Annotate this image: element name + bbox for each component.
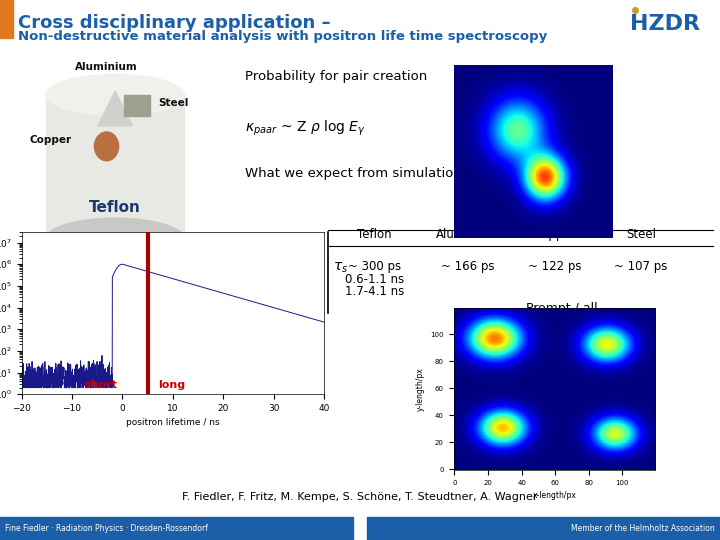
Polygon shape	[98, 91, 132, 126]
Text: Non-destructive material analysis with positron life time spectroscopy: Non-destructive material analysis with p…	[18, 30, 547, 43]
Text: ~ 300 ps: ~ 300 ps	[348, 260, 401, 273]
Ellipse shape	[46, 75, 184, 116]
Text: HZDR: HZDR	[630, 14, 700, 33]
Text: Member of the Helmholtz Association: Member of the Helmholtz Association	[571, 524, 715, 533]
Text: Probability for pair creation: Probability for pair creation	[245, 70, 427, 83]
Bar	[367, 517, 720, 540]
X-axis label: x-length/px: x-length/px	[533, 491, 576, 500]
Text: ~ 122 ps: ~ 122 ps	[528, 260, 581, 273]
Text: Cross disciplinary application –: Cross disciplinary application –	[18, 14, 330, 31]
Text: F. Fiedler, F. Fritz, M. Kempe, S. Schöne, T. Steudtner, A. Wagner: F. Fiedler, F. Fritz, M. Kempe, S. Schön…	[182, 492, 538, 503]
Text: ~ 166 ps: ~ 166 ps	[441, 260, 495, 273]
Text: 1.7-4.1 ns: 1.7-4.1 ns	[345, 285, 404, 298]
Text: ~ 107 ps: ~ 107 ps	[614, 260, 667, 273]
Text: Steel: Steel	[626, 228, 656, 241]
Bar	[0, 0, 13, 38]
Y-axis label: y-length/px: y-length/px	[416, 367, 425, 411]
Text: Fine Fiedler · Radiation Physics · Dresden-Rossendorf: Fine Fiedler · Radiation Physics · Dresd…	[5, 524, 208, 533]
Text: What we expect from simulation: What we expect from simulation	[245, 167, 462, 180]
Ellipse shape	[46, 218, 184, 259]
Text: Aluminium: Aluminium	[75, 62, 138, 72]
Text: long: long	[158, 380, 185, 390]
Text: $\tau_s$: $\tau_s$	[333, 260, 348, 275]
Text: Steel: Steel	[158, 98, 189, 108]
Text: Copper: Copper	[533, 228, 576, 241]
Text: $\kappa_{paar}$ ~ Z $\rho$ log $E_{\gamma}$: $\kappa_{paar}$ ~ Z $\rho$ log $E_{\gamm…	[245, 119, 366, 138]
Text: Prompt / all: Prompt / all	[526, 302, 598, 315]
Text: Teflon: Teflon	[89, 200, 141, 215]
Polygon shape	[46, 95, 184, 239]
Circle shape	[94, 132, 119, 161]
Bar	[0, 517, 353, 540]
X-axis label: positron lifetime / ns: positron lifetime / ns	[126, 418, 220, 428]
Text: Copper: Copper	[30, 135, 72, 145]
Text: Teflon: Teflon	[357, 228, 392, 241]
Text: 0.6-1.1 ns: 0.6-1.1 ns	[345, 273, 404, 286]
Polygon shape	[124, 95, 150, 116]
Text: Aluminium: Aluminium	[436, 228, 500, 241]
Text: short: short	[84, 380, 117, 390]
